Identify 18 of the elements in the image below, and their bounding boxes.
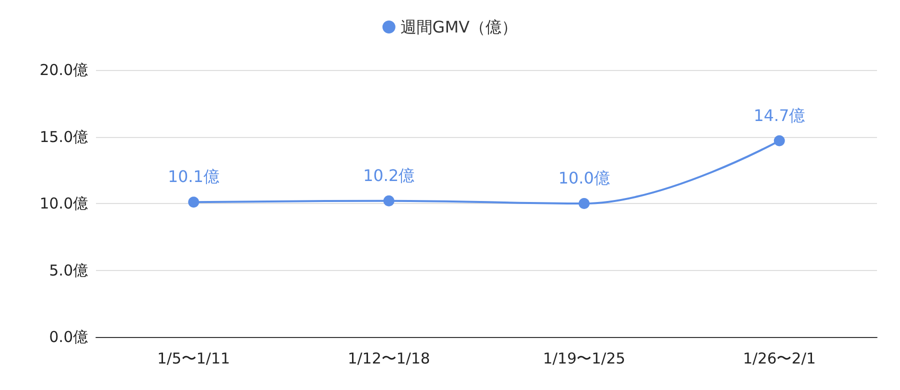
y-tick-label: 0.0億 xyxy=(49,328,88,346)
legend-label: 週間GMV（億） xyxy=(400,18,518,36)
data-label: 10.2億 xyxy=(363,166,415,185)
data-label: 10.1億 xyxy=(168,167,220,186)
data-label: 14.7億 xyxy=(754,106,806,125)
x-tick-label: 1/5〜1/11 xyxy=(157,350,230,368)
point xyxy=(774,135,785,146)
data-label: 10.0億 xyxy=(558,168,610,188)
x-tick-label: 1/26〜2/1 xyxy=(742,350,816,368)
y-tick-label: 10.0億 xyxy=(40,194,88,212)
point xyxy=(383,195,394,206)
y-tick-label: 20.0億 xyxy=(40,61,88,79)
y-tick-label: 5.0億 xyxy=(49,261,88,280)
y-tick-label: 15.0億 xyxy=(40,128,88,146)
point xyxy=(578,198,590,209)
x-tick-label: 1/19〜1/25 xyxy=(542,350,626,368)
x-tick-label: 1/12〜1/18 xyxy=(348,350,430,368)
point xyxy=(188,196,200,208)
